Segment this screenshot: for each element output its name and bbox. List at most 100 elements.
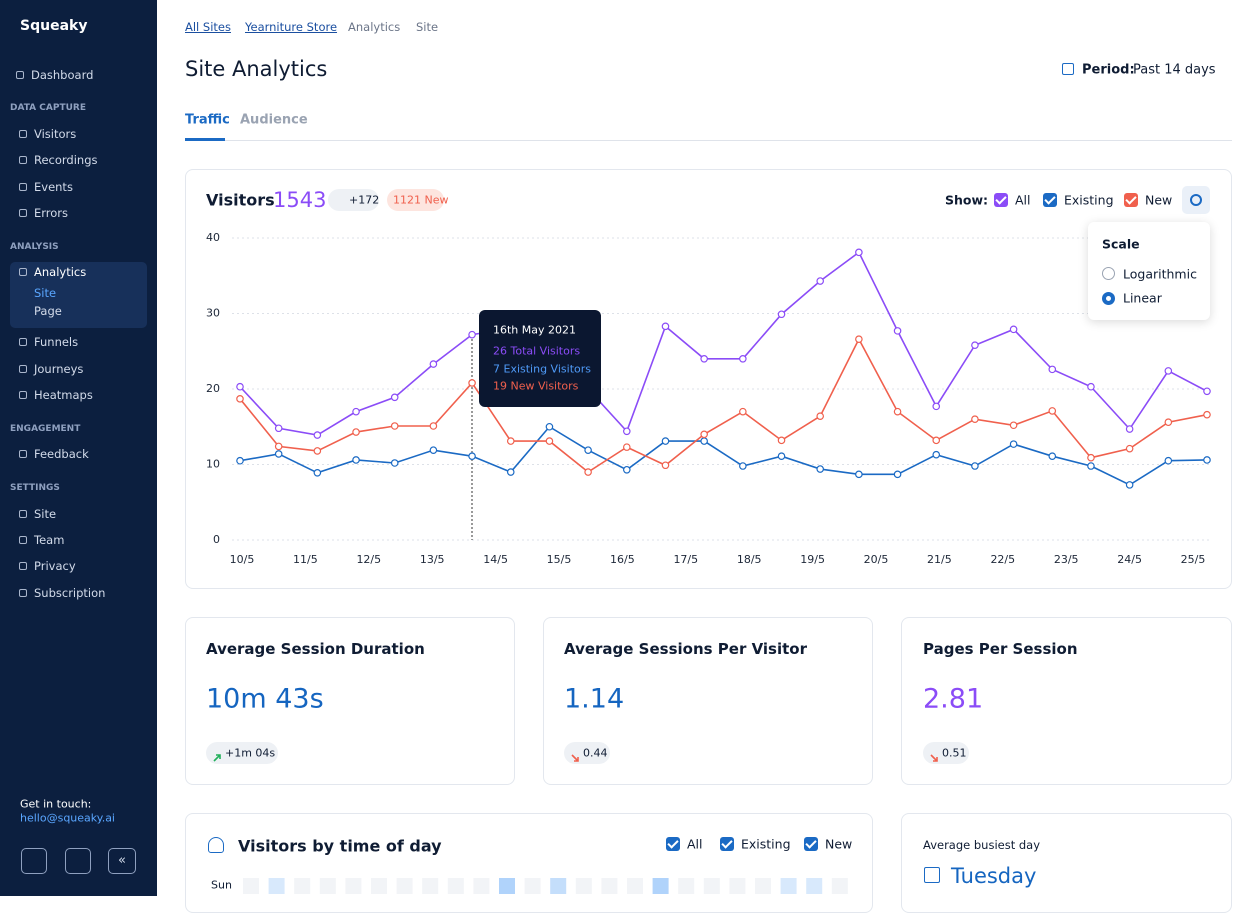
- filter-label[interactable]: All: [1015, 192, 1031, 208]
- checkbox[interactable]: [994, 193, 1008, 207]
- radio[interactable]: [1102, 292, 1115, 305]
- calendar-icon: [1062, 63, 1074, 75]
- collapse-button[interactable]: «: [108, 848, 136, 874]
- checkbox[interactable]: [1043, 193, 1057, 207]
- point: [390, 393, 399, 402]
- checkbox[interactable]: [804, 837, 818, 851]
- nav-subitem[interactable]: Site: [34, 286, 57, 300]
- help-button[interactable]: [65, 848, 91, 874]
- nav-item[interactable]: Errors: [34, 206, 69, 220]
- nav-item[interactable]: Subscription: [34, 586, 106, 600]
- nav-item[interactable]: Dashboard: [31, 68, 94, 82]
- radio-label[interactable]: Logarithmic: [1123, 266, 1197, 282]
- radio[interactable]: [1102, 267, 1115, 280]
- nav-item[interactable]: Feedback: [34, 447, 89, 461]
- day-label: Sun: [211, 878, 232, 892]
- active-section: [10, 262, 147, 328]
- section-title: ENGAGEMENT: [10, 424, 81, 434]
- y-tick-label: 40: [206, 231, 220, 244]
- breadcrumb[interactable]: All Sites: [185, 20, 231, 34]
- heat-cell: [652, 878, 669, 894]
- heat-cell: [473, 878, 490, 894]
- nav-icon: [19, 589, 27, 597]
- point: [429, 446, 438, 454]
- checkbox[interactable]: [720, 837, 734, 851]
- point: [468, 452, 476, 460]
- tooltip-line: 26 Total Visitors: [493, 344, 581, 358]
- point: [855, 470, 863, 479]
- point: [816, 465, 825, 473]
- nav-item[interactable]: Analytics: [34, 265, 87, 279]
- point: [1009, 421, 1018, 430]
- heat-cell: [499, 878, 515, 894]
- point: [777, 452, 786, 460]
- x-tick-label: 11/5: [293, 553, 318, 566]
- nav-item[interactable]: Team: [34, 533, 65, 547]
- nav-item[interactable]: Site: [34, 507, 57, 521]
- point: [622, 443, 631, 451]
- nav-item[interactable]: Recordings: [34, 153, 98, 167]
- nav-item[interactable]: Heatmaps: [34, 388, 93, 402]
- checkbox[interactable]: [1124, 193, 1138, 207]
- point: [700, 430, 708, 439]
- point: [584, 468, 592, 476]
- stat-value: 2.81: [923, 683, 984, 715]
- point: [816, 412, 825, 420]
- filter-label[interactable]: Existing: [741, 836, 791, 852]
- point: [1125, 425, 1134, 433]
- heat-cell: [780, 878, 797, 894]
- filter-label[interactable]: New: [825, 836, 853, 852]
- checkbox[interactable]: [666, 837, 680, 851]
- nav-icon: [19, 156, 27, 164]
- arrow-icon: [570, 748, 580, 762]
- nav-subitem[interactable]: Page: [34, 304, 62, 318]
- point: [622, 465, 631, 474]
- point: [1048, 407, 1057, 415]
- point: [739, 407, 747, 416]
- radio-label[interactable]: Linear: [1123, 290, 1162, 306]
- filter-label[interactable]: All: [687, 836, 703, 852]
- x-tick-label: 12/5: [356, 553, 381, 566]
- nav-item[interactable]: Visitors: [34, 127, 77, 141]
- line: [239, 337, 1208, 474]
- point: [932, 436, 941, 445]
- tab[interactable]: Traffic: [185, 112, 230, 128]
- nav-item[interactable]: Events: [34, 180, 73, 194]
- nav-item[interactable]: Journeys: [34, 362, 84, 376]
- point: [739, 462, 747, 470]
- tab[interactable]: Audience: [240, 112, 308, 128]
- heat-cell: [524, 878, 541, 894]
- heat-cell: [601, 878, 618, 894]
- point: [932, 450, 941, 459]
- point: [739, 354, 747, 363]
- point: [1087, 462, 1095, 470]
- filter-label[interactable]: New: [1145, 192, 1173, 208]
- point: [313, 431, 322, 439]
- filter-label[interactable]: Existing: [1064, 192, 1114, 208]
- heat-cell: [703, 878, 720, 894]
- breadcrumb[interactable]: Yearniture Store: [245, 20, 338, 34]
- point: [893, 407, 902, 416]
- x-tick-label: 20/5: [864, 553, 889, 566]
- point: [622, 427, 631, 436]
- section-title: ANALYSIS: [10, 242, 59, 252]
- busiest-label: Average busiest day: [923, 838, 1041, 852]
- nav-icon: [16, 71, 24, 79]
- contact-email[interactable]: hello@squeaky.ai: [20, 811, 115, 825]
- nav-item[interactable]: Privacy: [34, 559, 76, 573]
- nav-item[interactable]: Funnels: [34, 335, 79, 349]
- nav-icon: [19, 562, 27, 570]
- tab-rule: [185, 140, 1232, 141]
- point: [971, 415, 979, 424]
- stat-change: +1m 04s: [225, 746, 276, 760]
- point: [584, 446, 592, 454]
- arrow-icon: [212, 748, 222, 762]
- new-count: 1121 New: [393, 193, 449, 207]
- section-title: SETTINGS: [10, 483, 60, 493]
- period-value[interactable]: Past 14 days: [1133, 62, 1216, 78]
- x-tick-label: 19/5: [800, 553, 825, 566]
- heat-cell: [729, 878, 746, 894]
- account-button[interactable]: [21, 848, 47, 874]
